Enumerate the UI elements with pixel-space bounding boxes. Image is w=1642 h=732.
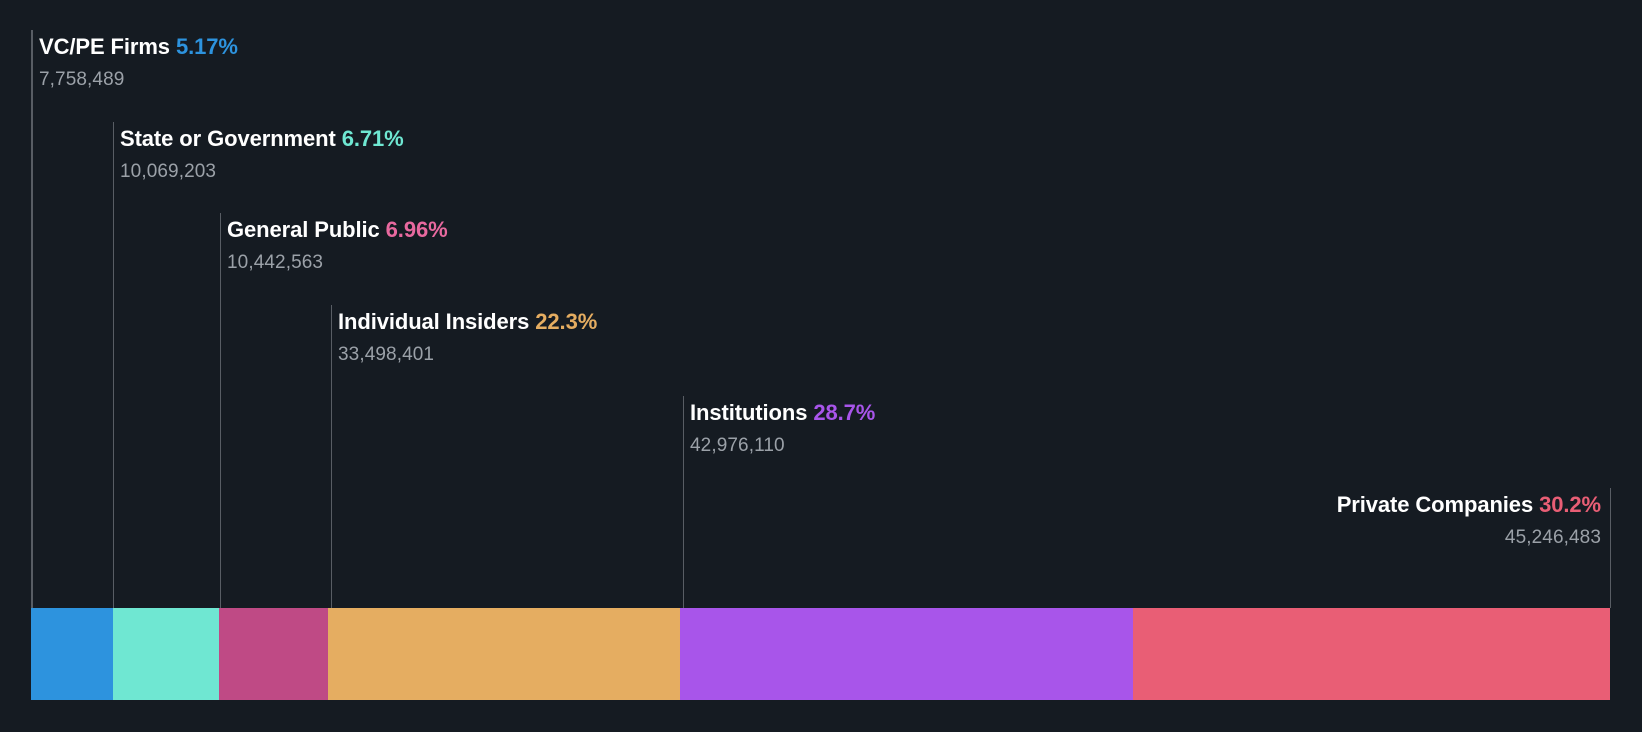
callout-label-state-or-government: State or Government [120,126,336,151]
callout-state-or-government: State or Government 6.71% 10,069,203 [120,126,404,184]
bar-segment-individual-insiders[interactable] [328,608,681,700]
callout-label-private-companies: Private Companies [1336,492,1534,517]
callout-percent-individual-insiders: 22.3% [535,309,598,334]
bar-segment-private-companies[interactable] [1133,608,1610,700]
callout-count-institutions: 42,976,110 [690,435,785,456]
callout-individual-insiders: Individual Insiders 22.3% 33,498,401 [338,309,597,367]
callout-label-institutions: Institutions [690,400,808,425]
bar-segment-vc-pe-firms[interactable] [31,608,113,700]
callout-title-state-or-government: State or Government 6.71% [120,126,404,152]
callout-count-private-companies: 45,246,483 [1504,527,1601,548]
callout-institutions: Institutions 28.7% 42,976,110 [690,400,875,458]
tick-line-private-companies [1609,488,1611,608]
callout-general-public: General Public 6.96% 10,442,563 [227,217,448,275]
bar-segment-institutions[interactable] [680,608,1134,700]
callout-count-state-or-government: 10,069,203 [120,161,217,182]
tick-line-general-public [219,213,221,608]
tick-line-state-or-government [112,122,114,608]
callout-percent-institutions: 28.7% [813,400,876,425]
callout-count-individual-insiders: 33,498,401 [338,344,435,365]
tick-line-institutions [682,396,684,608]
callout-title-vc-pe-firms: VC/PE Firms 5.17% [39,34,238,60]
callout-percent-private-companies: 30.2% [1539,492,1601,517]
bar-segment-state-or-government[interactable] [112,608,219,700]
callout-private-companies: Private Companies 30.2% 45,246,483 [1337,492,1601,550]
callout-percent-general-public: 6.96% [385,217,448,242]
callout-title-individual-insiders: Individual Insiders 22.3% [338,309,597,335]
callout-label-vc-pe-firms: VC/PE Firms [39,34,170,59]
bar-segment-general-public[interactable] [218,608,329,700]
callout-count-vc-pe-firms: 7,758,489 [39,69,125,90]
callout-label-general-public: General Public [227,217,380,242]
callout-vc-pe-firms: VC/PE Firms 5.17% 7,758,489 [39,34,238,92]
callout-percent-vc-pe-firms: 5.17% [175,34,238,59]
callout-label-individual-insiders: Individual Insiders [338,309,530,334]
stacked-bar [31,608,1610,700]
callout-title-private-companies: Private Companies 30.2% [1337,492,1601,518]
callout-percent-state-or-government: 6.71% [341,126,404,151]
callout-title-general-public: General Public 6.96% [227,217,448,243]
callout-title-institutions: Institutions 28.7% [690,400,875,426]
callout-count-general-public: 10,442,563 [227,252,324,273]
tick-line-vc-pe-firms [31,30,33,608]
tick-line-individual-insiders [330,305,332,608]
